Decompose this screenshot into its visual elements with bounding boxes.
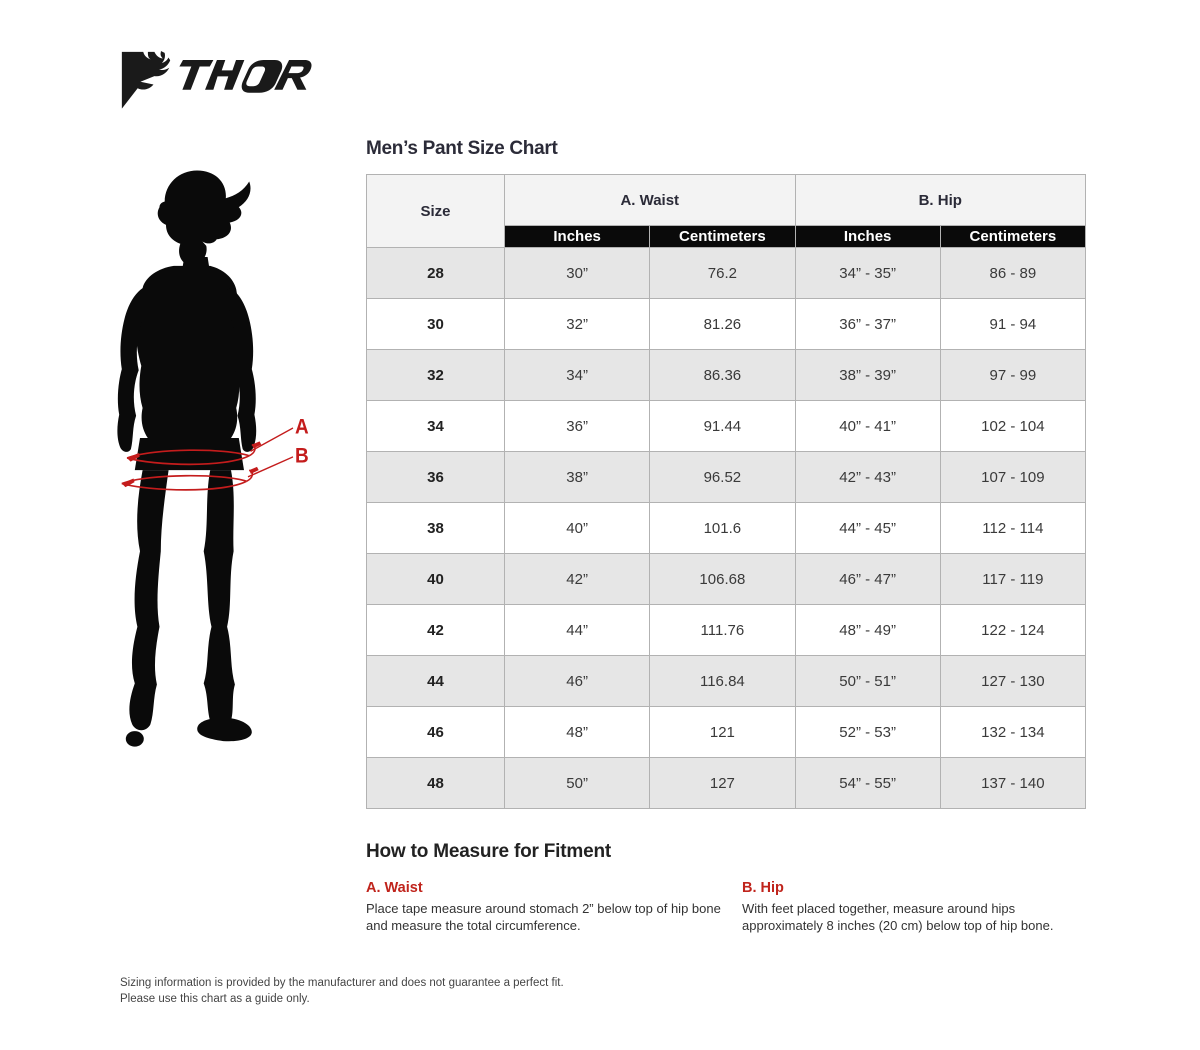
svg-text:A: A bbox=[295, 416, 309, 439]
svg-text:B: B bbox=[295, 445, 309, 468]
